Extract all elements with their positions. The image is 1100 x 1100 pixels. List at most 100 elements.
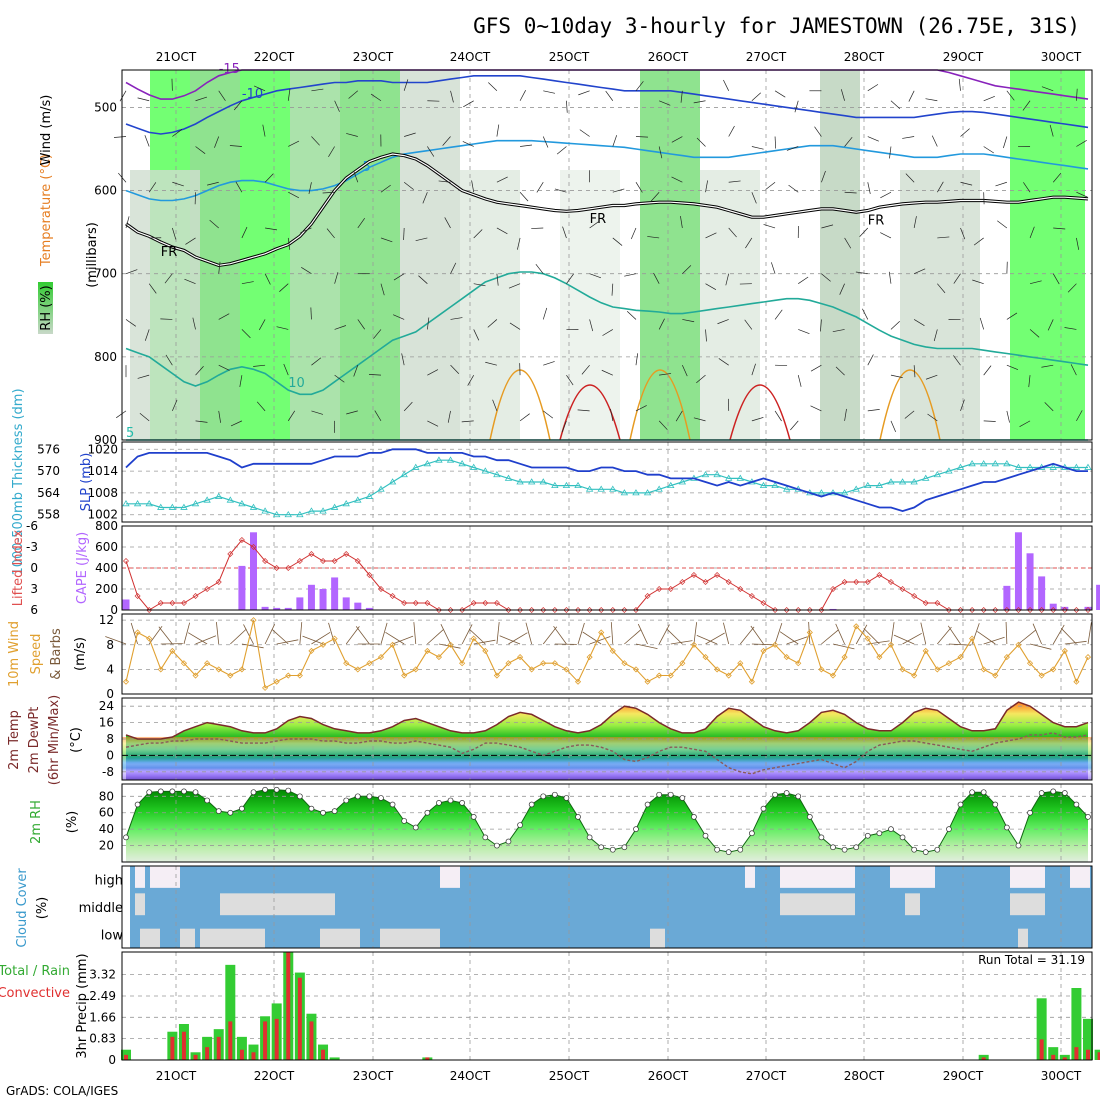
- cloud-gap-0-4: [780, 866, 855, 888]
- rh-marker-21: [366, 793, 373, 800]
- wind-barb: [311, 410, 324, 415]
- wind-barb: [983, 365, 992, 376]
- surface-barb-8: [216, 622, 220, 645]
- surface-barb-50: [705, 632, 725, 645]
- lifted-marker-70: [934, 600, 941, 606]
- wind-barb: [635, 136, 648, 138]
- lifted-marker-74: [980, 607, 987, 613]
- wind-barb: [682, 365, 688, 377]
- wind-barb: [496, 124, 500, 137]
- run-total: Run Total = 31.19: [978, 953, 1085, 967]
- wind-barb: [798, 276, 809, 284]
- surface-barb-44: [635, 643, 658, 649]
- surface-barb-60: [821, 629, 839, 645]
- surface-barb-54: [751, 643, 774, 646]
- isotherm-m10: [125, 75, 1089, 135]
- warm-isotherm-arc-1: [559, 384, 621, 441]
- thickness-marker-25: [412, 463, 420, 470]
- cloud-gap-2-0: [140, 928, 160, 948]
- wind-barb: [172, 129, 183, 137]
- wind-barb: [589, 319, 594, 332]
- wind-barb: [890, 100, 901, 110]
- thickness-marker-24: [400, 470, 408, 478]
- wind-barb: [972, 279, 984, 285]
- rh-marker-49: [691, 813, 697, 820]
- wind-barb: [262, 124, 266, 137]
- wind-barb: [774, 309, 783, 320]
- cloud-gap-2-6: [650, 928, 665, 948]
- cloud-gap-2-3: [240, 928, 265, 948]
- rh-marker-24: [401, 818, 408, 824]
- wind-barb: [422, 192, 428, 204]
- wind-barb: [442, 136, 451, 146]
- lifted-marker-9: [227, 551, 234, 557]
- wind-marker-46: [656, 672, 663, 679]
- rh-marker-53: [737, 846, 744, 853]
- wind-barb: [705, 180, 708, 193]
- wind-barb: [462, 141, 474, 147]
- lifted-marker-49: [690, 572, 697, 578]
- wind-barb: [488, 82, 498, 92]
- surface-barb-78: [1029, 643, 1052, 650]
- wind-barb: [322, 191, 335, 194]
- wind-barb: [195, 420, 208, 423]
- wind-marker-57: [783, 654, 790, 661]
- lifted-marker-32: [493, 600, 500, 606]
- wind-marker-52: [725, 672, 732, 679]
- grads-credit: GrADS: COLA/IGES: [6, 1084, 118, 1098]
- thickness-marker-76: [1003, 460, 1011, 467]
- wind-barb: [810, 364, 822, 372]
- wind-marker-42: [609, 647, 616, 654]
- wind-barb: [682, 319, 695, 323]
- wind-marker-16: [308, 647, 315, 654]
- precip-convective-bar-83: [1086, 1049, 1090, 1060]
- lifted-marker-21: [366, 572, 373, 578]
- wind-barb: [334, 374, 345, 383]
- rh-marker-11: [250, 789, 257, 796]
- surface-barb-52: [723, 622, 730, 645]
- cloud-gap-1-2: [780, 893, 855, 916]
- lifted-marker-38: [563, 607, 570, 613]
- isotherm-m5: [125, 139, 1089, 202]
- lifted-marker-10: [238, 537, 245, 543]
- thickness-marker-5: [180, 503, 188, 510]
- wind-barb: [346, 133, 358, 137]
- lifted-marker-81: [1061, 607, 1068, 613]
- rh-marker-30: [470, 813, 477, 820]
- wind-marker-34: [517, 654, 524, 661]
- cloud-cover-label: Cloud Cover: [15, 868, 30, 948]
- thickness-marker-65: [875, 481, 884, 489]
- wind-barb: [447, 410, 451, 423]
- wind-marker-13: [273, 678, 280, 685]
- precip-convective-label: Convective: [0, 986, 70, 1001]
- temp-label: 2m Temp: [7, 710, 22, 770]
- wind-barb: [1047, 319, 1054, 331]
- wind-marker-29: [459, 660, 466, 667]
- precip-total-bar-10: [236, 1036, 247, 1060]
- surface-barb-49: [693, 622, 698, 645]
- thickness-marker-69: [922, 474, 930, 481]
- wind-barb: [579, 129, 590, 137]
- wind-barb: [647, 236, 660, 239]
- wind-barb: [328, 146, 335, 157]
- wind-barb: [821, 170, 826, 183]
- rh-marker-38: [563, 795, 570, 801]
- wind-marker-75: [992, 672, 999, 679]
- wind-barb: [566, 273, 574, 284]
- wind-marker-82: [1073, 678, 1080, 685]
- wind-barb: [696, 374, 706, 384]
- pressure-tick-1: 600: [94, 184, 117, 198]
- lifted-tick-1: 3: [30, 582, 38, 596]
- rh-shading-4: [340, 70, 400, 440]
- bottom-date-tick-2: 23OCT: [353, 1069, 394, 1083]
- slp-tick-0: 1002: [87, 508, 118, 522]
- wind-barb: [287, 237, 291, 250]
- wind-barb: [195, 366, 204, 376]
- wind-barb: [264, 273, 271, 285]
- precip-convective-bar-81: [1062, 1057, 1067, 1060]
- cape-bar-19: [342, 597, 350, 610]
- wind-barb: [137, 97, 150, 102]
- rh-shading-light-1: [460, 170, 520, 440]
- lifted-marker-69: [922, 600, 929, 606]
- surface-barb-72: [947, 625, 961, 645]
